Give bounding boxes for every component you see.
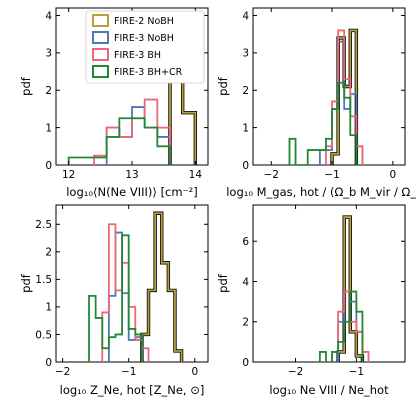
x-axis: −2 −1 0	[263, 8, 396, 181]
x-tick-label: 14	[189, 169, 203, 181]
panel-hot-neon-metallicity: 0 0.5 1 1.5 2 2.5 −2 −1 0 pdf log₁₀ Z_Ne, hot […	[19, 204, 209, 397]
histogram-step	[107, 231, 143, 362]
x-axis: −2 −1	[288, 205, 364, 378]
legend-label: FIRE-3 NoBH	[114, 33, 174, 44]
legend-entry: FIRE-3 NoBH	[92, 31, 174, 44]
x-axis-label: log₁₀ Z_Ne, hot [Z_Ne, ⊙]	[60, 383, 205, 397]
histogram-series	[140, 211, 184, 362]
y-axis-label: pdf	[19, 273, 33, 293]
y-axis: 0 1 2 3 4	[45, 10, 208, 172]
y-tick-label: 6	[242, 236, 249, 248]
x-tick-label: −1	[121, 366, 136, 378]
plot-area	[88, 211, 184, 362]
histogram-step	[337, 216, 364, 362]
y-tick-label: 1	[45, 302, 52, 314]
x-tick-label: 0	[389, 169, 396, 181]
histogram-series	[107, 231, 143, 362]
axes-frame	[55, 204, 209, 363]
y-tick-label: 2.5	[35, 219, 52, 231]
x-tick-label: −1	[324, 169, 339, 181]
y-tick-label: 0	[242, 357, 249, 369]
histogram-series	[336, 215, 365, 362]
x-tick-label: −2	[288, 366, 303, 378]
y-tick-label: 1.5	[35, 274, 52, 286]
x-axis-label: log₁₀ Ne VIII / Ne_hot	[269, 383, 389, 397]
legend-swatch	[92, 65, 109, 78]
histogram-step	[67, 117, 171, 165]
histogram-step	[141, 212, 183, 362]
x-tick-label: −1	[349, 366, 364, 378]
axes-frame	[252, 7, 406, 166]
histogram-step	[105, 106, 171, 165]
y-axis: 0 1 2 3 4	[242, 10, 405, 172]
y-tick-label: 0	[242, 160, 249, 172]
plot-area	[318, 215, 370, 362]
y-tick-label: 0	[45, 160, 52, 172]
plot-area	[288, 28, 364, 165]
legend-entry: FIRE-3 BH	[92, 48, 161, 61]
y-tick-label: 4	[242, 10, 249, 22]
x-axis-label: log₁₀⟨N(Ne VIII)⟩ [cm⁻²]	[66, 185, 198, 199]
axes-frame	[252, 204, 406, 363]
histogram-step	[88, 234, 143, 362]
y-axis: 0 0.5 1 1.5 2 2.5	[35, 219, 208, 369]
legend-swatch	[92, 14, 109, 27]
y-tick-label: 2	[45, 85, 52, 97]
legend: FIRE-2 NoBH FIRE-3 NoBH FIRE-3 BH FIRE-3…	[85, 10, 205, 84]
x-axis: 12 13 14	[62, 8, 202, 181]
y-tick-label: 3	[45, 48, 52, 60]
legend-entry: FIRE-3 BH+CR	[92, 65, 183, 78]
y-tick-label: 0.5	[35, 329, 52, 341]
histogram-step	[318, 290, 364, 362]
y-tick-label: 2	[242, 317, 249, 329]
legend-swatch	[92, 48, 109, 61]
y-tick-label: 2	[45, 247, 52, 259]
histogram-series	[288, 81, 358, 165]
y-axis-label: pdf	[19, 76, 33, 96]
legend-entry: FIRE-2 NoBH	[92, 14, 174, 27]
y-tick-label: 1	[242, 122, 249, 134]
legend-label: FIRE-3 BH+CR	[114, 67, 183, 78]
x-tick-label: 13	[125, 169, 138, 181]
histogram-series	[88, 234, 143, 362]
x-axis-label: log₁₀ M_gas, hot / (Ω_b M_vir / Ω_m)	[226, 185, 416, 199]
x-tick-label: −2	[55, 366, 70, 378]
histogram-step	[288, 81, 358, 165]
x-tick-label: 12	[62, 169, 75, 181]
panel-ne8-fraction: 0 2 4 6 −2 −1 pdf log₁₀ Ne VIII / Ne_hot	[216, 204, 406, 397]
x-axis: −2 −1 0	[55, 205, 198, 378]
y-tick-label: 1	[45, 122, 52, 134]
y-axis-label: pdf	[216, 273, 230, 293]
histogram-series	[318, 290, 364, 362]
panel-hot-gas-mass: 0 1 2 3 4 −2 −1 0 pdf log₁₀ M_gas, hot / (Ω_b …	[216, 7, 416, 199]
x-tick-label: −2	[263, 169, 278, 181]
y-tick-label: 2	[242, 85, 249, 97]
histogram-series	[67, 117, 171, 165]
legend-swatch	[92, 31, 109, 44]
x-tick-label: 0	[191, 366, 198, 378]
y-tick-label: 0	[45, 357, 52, 369]
legend-label: FIRE-2 NoBH	[114, 16, 174, 27]
y-axis-label: pdf	[216, 76, 230, 96]
y-tick-label: 4	[242, 276, 249, 288]
legend-label: FIRE-3 BH	[114, 50, 161, 61]
y-tick-label: 4	[45, 10, 52, 22]
legend-frame	[85, 10, 205, 84]
y-tick-label: 3	[242, 48, 249, 60]
y-axis: 0 2 4 6	[242, 236, 405, 369]
histogram-series	[105, 106, 171, 165]
